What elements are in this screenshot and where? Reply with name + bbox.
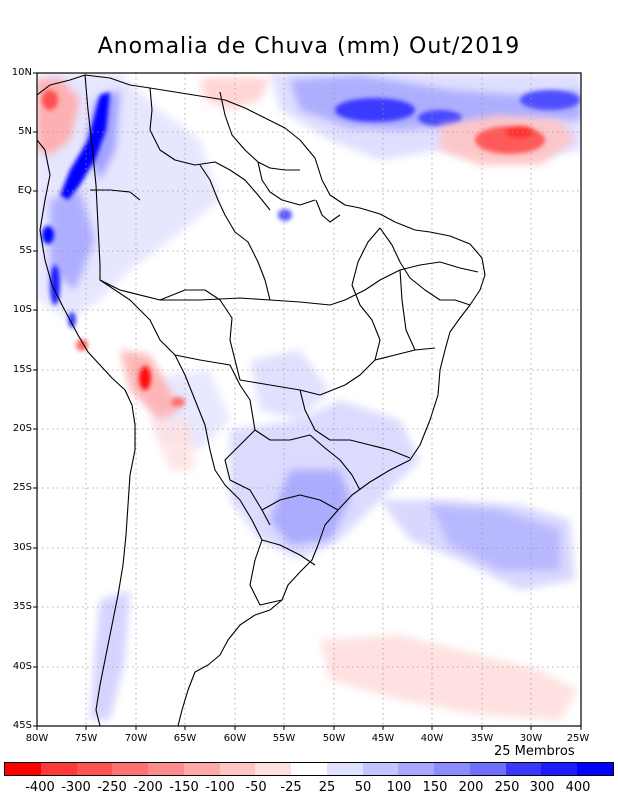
lat-label-5n: 5N — [18, 126, 32, 137]
colorbar-tick: -50 — [245, 780, 267, 795]
colorbar — [4, 762, 614, 776]
lat-label-10n: 10N — [11, 67, 32, 78]
colorbar-swatch — [255, 763, 292, 775]
colorbar-swatch — [577, 763, 614, 775]
lat-label-10s: 10S — [12, 304, 32, 315]
colorbar-swatch — [112, 763, 149, 775]
colorbar-swatch — [76, 763, 113, 775]
colorbar-tick: -25 — [280, 780, 302, 795]
axis-ticks — [33, 72, 582, 730]
colorbar-tick: -150 — [169, 780, 199, 795]
colorbar-swatch — [40, 763, 77, 775]
members-label: 25 Membros — [494, 744, 575, 759]
coastlines-borders — [37, 74, 486, 726]
colorbar-swatch — [469, 763, 506, 775]
colorbar-swatch — [434, 763, 470, 775]
lon-label-65w: 65W — [173, 733, 197, 744]
lat-label-5s: 5S — [19, 245, 32, 256]
colorbar-tick: 25 — [318, 780, 336, 795]
lon-label-40w: 40W — [420, 733, 444, 744]
colorbar-swatch — [326, 763, 363, 775]
colorbar-swatch — [219, 763, 256, 775]
colorbar-tick: -300 — [61, 780, 91, 795]
colorbar-tick: -250 — [97, 780, 127, 795]
lat-label-40s: 40S — [12, 661, 32, 672]
lon-label-75w: 75W — [74, 733, 98, 744]
colorbar-tick: 150 — [422, 780, 448, 795]
plot-frame — [36, 72, 582, 727]
colorbar-tick: 250 — [494, 780, 520, 795]
colorbar-swatch — [5, 763, 41, 775]
colorbar-swatch — [291, 763, 327, 775]
lon-label-35w: 35W — [470, 733, 494, 744]
lon-label-70w: 70W — [124, 733, 148, 744]
lat-lon-grid — [37, 73, 581, 726]
colorbar-swatch — [183, 763, 220, 775]
lon-label-25w: 25W — [566, 733, 590, 744]
lat-label-25s: 25S — [12, 482, 32, 493]
colorbar-tick: 400 — [565, 780, 591, 795]
colorbar-tick: -400 — [25, 780, 55, 795]
colorbar-tick: 300 — [529, 780, 555, 795]
colorbar-tick: -200 — [133, 780, 163, 795]
colorbar-tick: 200 — [458, 780, 484, 795]
colorbar-swatch — [398, 763, 435, 775]
lon-label-30w: 30W — [519, 733, 543, 744]
map-title: Anomalia de Chuva (mm) Out/2019 — [97, 34, 521, 59]
colorbar-swatch — [541, 763, 578, 775]
lon-label-80w: 80W — [25, 733, 49, 744]
lat-label-15s: 15S — [12, 364, 32, 375]
lat-label-20s: 20S — [12, 423, 32, 434]
lat-label-30s: 30S — [12, 542, 32, 553]
colorbar-swatch — [148, 763, 184, 775]
lat-label-35s: 35S — [12, 601, 32, 612]
lon-label-45w: 45W — [371, 733, 395, 744]
anomaly-field — [37, 73, 581, 720]
lon-label-60w: 60W — [223, 733, 247, 744]
colorbar-tick: 50 — [354, 780, 372, 795]
colorbar-tick: -100 — [205, 780, 235, 795]
colorbar-tick: 100 — [386, 780, 412, 795]
lon-label-55w: 55W — [272, 733, 296, 744]
colorbar-ticks: -400 -300 -250 -200 -150 -100 -50 -25 25… — [0, 780, 618, 796]
colorbar-swatch — [362, 763, 399, 775]
lon-label-50w: 50W — [322, 733, 346, 744]
colorbar-swatch — [505, 763, 542, 775]
lat-label-45s: 45S — [12, 720, 32, 731]
lat-label-eq: EQ — [17, 185, 32, 196]
